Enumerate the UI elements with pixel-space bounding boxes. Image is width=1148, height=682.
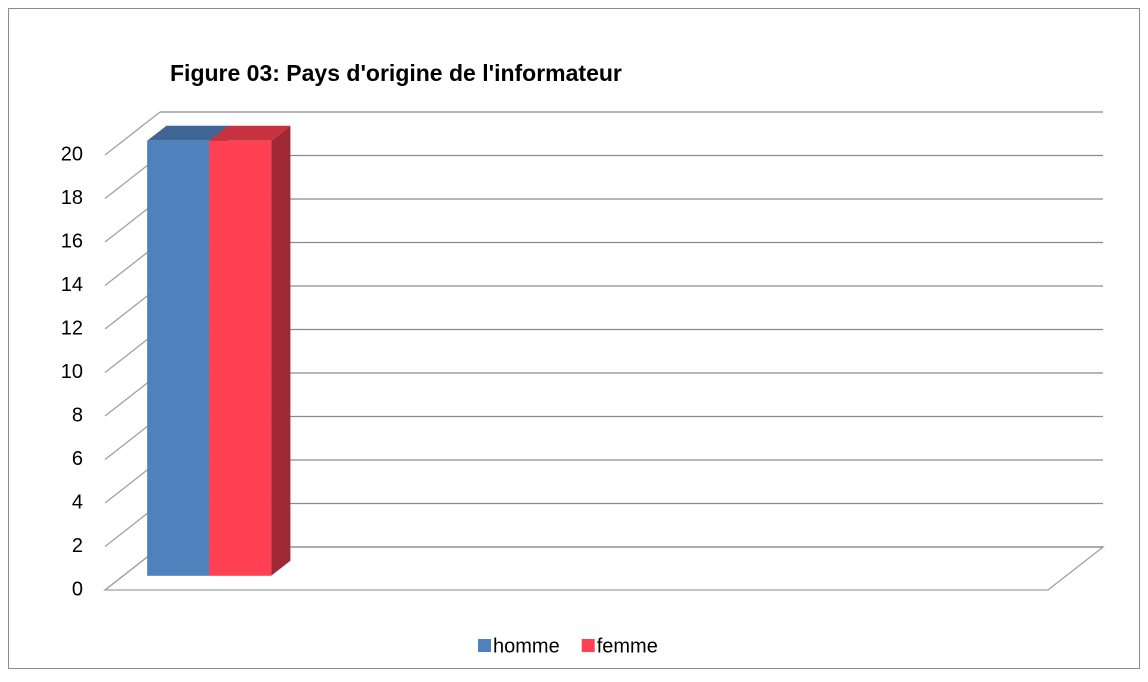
y-tick-label: 12 [61,317,83,339]
legend-swatch [478,639,491,652]
y-tick-label: 2 [72,535,83,557]
legend-label: femme [597,635,658,657]
bar [147,140,210,576]
bar-side [271,125,291,576]
grid-line [104,111,161,156]
y-tick-label: 20 [61,143,83,165]
bar-top [147,125,229,141]
y-tick-label: 4 [72,491,83,513]
y-tick-label: 10 [61,361,83,383]
legend-swatch [581,639,595,652]
bar [209,140,272,576]
y-tick-label: 16 [61,230,83,252]
chart-title: Figure 03: Pays d'origine de l'informate… [170,60,622,86]
y-tick-label: 18 [61,187,83,209]
y-tick-label: 0 [72,578,83,600]
legend-label: homme [493,635,560,657]
y-tick-label: 14 [61,274,83,296]
bar-top [209,125,291,141]
y-tick-label: 8 [72,404,83,426]
y-tick-label: 6 [72,448,83,470]
